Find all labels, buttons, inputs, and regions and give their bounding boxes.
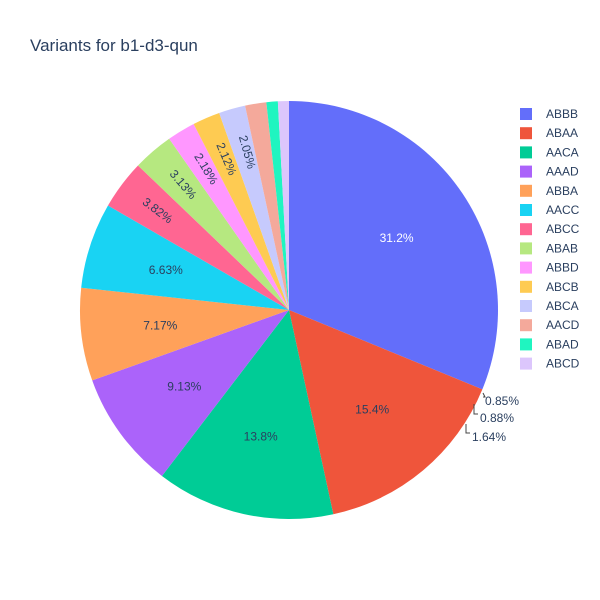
pie-slice-abbb[interactable]: [289, 101, 498, 390]
legend-swatch-abcd[interactable]: [520, 357, 532, 370]
slice-label-abbb: 31.2%: [380, 231, 414, 245]
pie-slices: [79, 101, 498, 520]
slice-label-abaa: 15.4%: [355, 402, 389, 416]
slice-label-abad: 0.88%: [480, 411, 514, 425]
legend-swatch-abaa[interactable]: [520, 127, 532, 140]
legend-swatch-abad[interactable]: [520, 338, 532, 351]
slice-label-aaad: 9.13%: [167, 379, 201, 393]
legend-swatch-abcb[interactable]: [520, 280, 532, 293]
legend-label-abcd[interactable]: ABCD: [546, 357, 580, 371]
slice-label-abba: 7.17%: [143, 318, 177, 332]
pie-slice-abcb[interactable]: [193, 113, 289, 310]
legend-label-abaa[interactable]: ABAA: [546, 126, 578, 140]
legend-label-abab[interactable]: ABAB: [546, 241, 578, 255]
pie-slice-aacc[interactable]: [81, 205, 289, 310]
pie-slice-abba[interactable]: [79, 287, 289, 381]
legend-label-abba[interactable]: ABBA: [546, 184, 578, 198]
pie-slice-abbd[interactable]: [169, 124, 289, 311]
pie-slice-abca[interactable]: [219, 105, 289, 310]
legend-label-aaca[interactable]: AACA: [546, 145, 579, 159]
leader-line-abcd: [482, 392, 486, 398]
pie-slice-abab[interactable]: [138, 138, 289, 310]
slice-label-aacc: 6.63%: [149, 263, 183, 277]
legend-swatch-abab[interactable]: [520, 242, 532, 255]
legend-swatch-aacc[interactable]: [520, 204, 532, 216]
legend-label-abcc[interactable]: ABCC: [546, 222, 580, 236]
legend-label-abad[interactable]: ABAD: [546, 337, 579, 351]
pie-slice-aaca[interactable]: [161, 310, 334, 520]
pie-slice-aaad[interactable]: [92, 310, 289, 476]
legend-swatch-abca[interactable]: [520, 300, 532, 312]
legend-label-aacd[interactable]: AACD: [546, 318, 580, 332]
legend-label-aaad[interactable]: AAAD: [546, 165, 579, 179]
pie-slice-aacd[interactable]: [245, 102, 289, 310]
leader-line-aacd: [465, 424, 470, 434]
legend-label-abbb[interactable]: ABBB: [546, 107, 578, 121]
legend-swatch-aaca[interactable]: [520, 146, 532, 159]
legend-swatch-aacd[interactable]: [520, 319, 532, 332]
legend-swatch-abbb[interactable]: [520, 108, 532, 120]
chart-title: Variants for b1-d3-qun: [30, 36, 198, 55]
legend-label-abca[interactable]: ABCA: [546, 299, 579, 313]
pie-slice-abcd[interactable]: [277, 101, 289, 310]
legend: ABBB ABAA AACA AAAD ABBA AACC ABCC ABAB ABBD ABCB…: [520, 107, 580, 371]
legend-label-abbd[interactable]: ABBD: [546, 261, 579, 275]
pie-slice-abcc[interactable]: [107, 165, 289, 311]
slice-label-aaca: 13.8%: [244, 430, 278, 444]
pie-slice-abaa[interactable]: [289, 310, 483, 515]
slice-label-abcd: 0.85%: [485, 394, 519, 408]
legend-swatch-abba[interactable]: [520, 184, 532, 197]
pie-slice-abad[interactable]: [266, 101, 289, 310]
legend-label-aacc[interactable]: AACC: [546, 203, 580, 217]
leader-line-abad: [473, 404, 478, 415]
legend-swatch-abbd[interactable]: [520, 261, 532, 274]
slice-label-aacd: 1.64%: [472, 430, 506, 444]
legend-swatch-abcc[interactable]: [520, 223, 532, 236]
legend-label-abcb[interactable]: ABCB: [546, 280, 579, 294]
legend-swatch-aaad[interactable]: [520, 165, 532, 178]
